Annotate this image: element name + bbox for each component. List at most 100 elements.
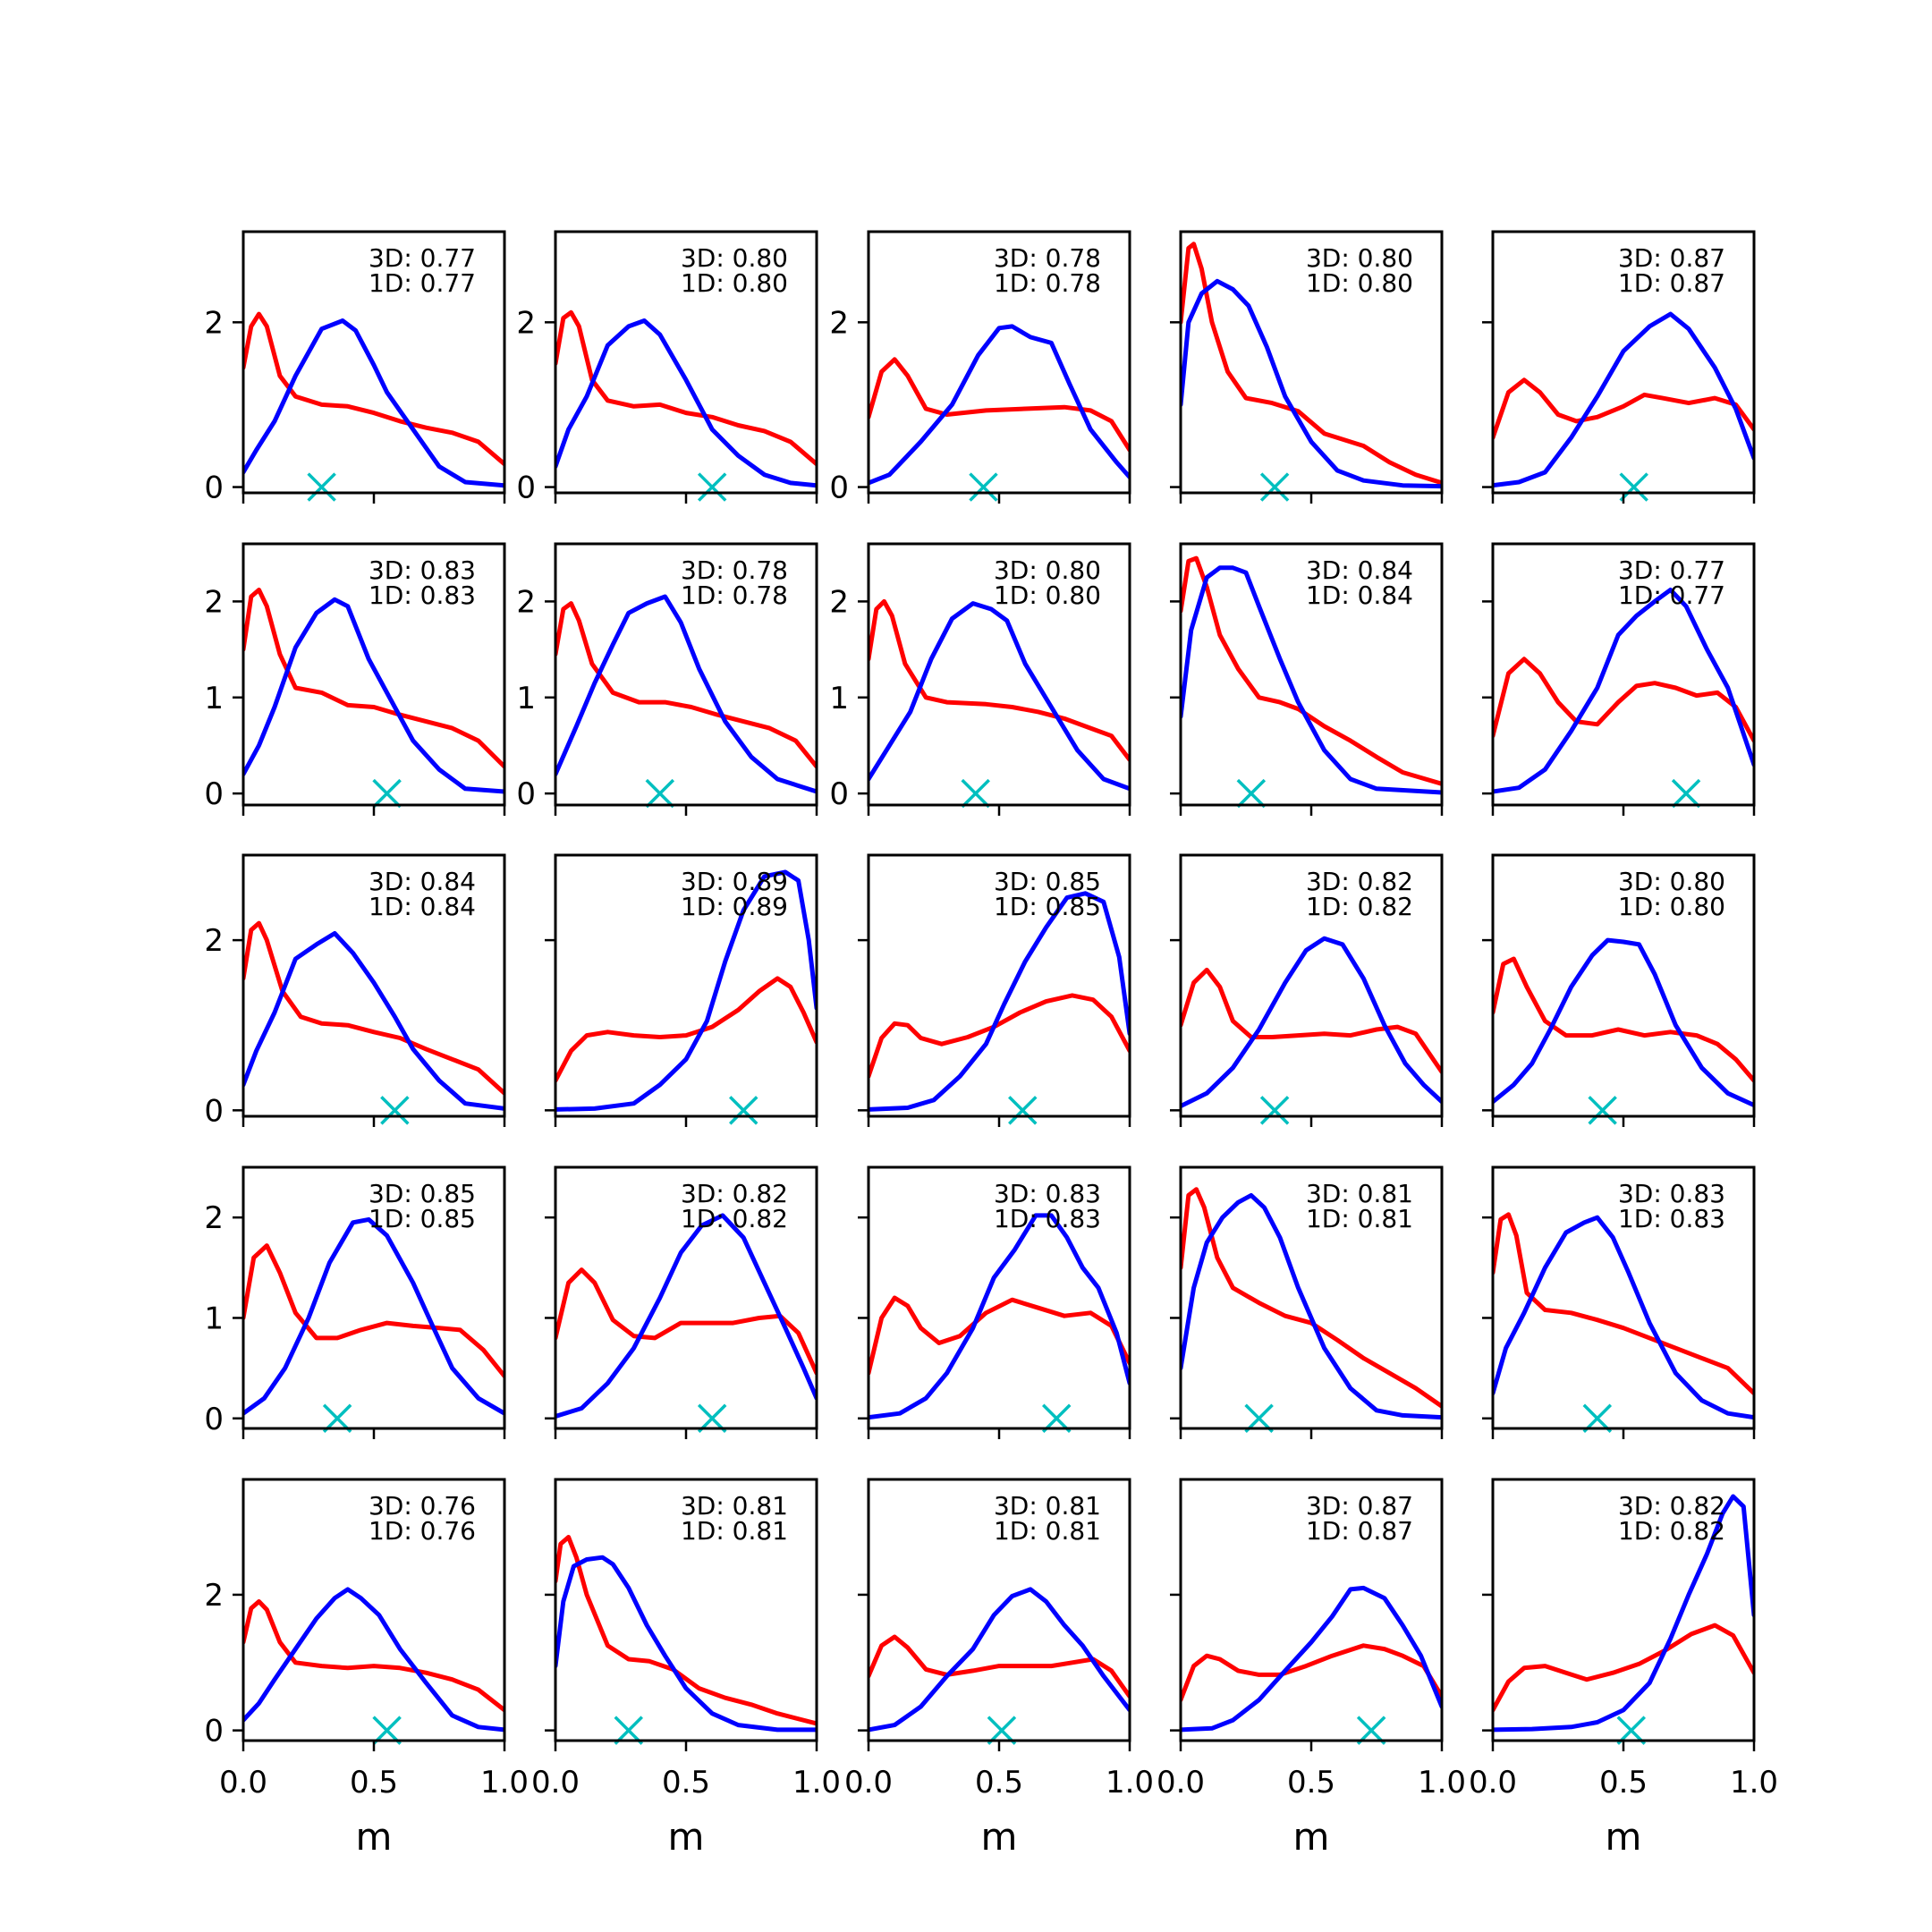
annotation-1d: 1D: 0.82: [1306, 892, 1413, 921]
y-tick-label: 0: [204, 470, 224, 506]
blue-series-line: [555, 1213, 817, 1419]
red-series-line: [1181, 242, 1442, 486]
x-tick-label: 0.5: [350, 1765, 398, 1801]
y-tick-label: 0: [516, 776, 536, 812]
blue-series-line: [869, 601, 1130, 792]
y-tick-label: 2: [204, 1200, 224, 1236]
x-tick-label: 0.5: [1287, 1765, 1335, 1801]
x-tick-label: 0.0: [531, 1765, 580, 1801]
plot-area: [1181, 555, 1442, 795]
x-marker: [1619, 472, 1648, 502]
x-tick-label: 1.0: [792, 1765, 841, 1801]
x-marker: [372, 778, 402, 809]
x-marker: [307, 472, 336, 502]
annotation-1d: 1D: 0.89: [681, 892, 788, 921]
plot-area: [555, 594, 817, 794]
annotation-3d: 3D: 0.80: [994, 555, 1101, 585]
red-series-line: [555, 1535, 817, 1726]
annotation-3d: 3D: 0.81: [994, 1491, 1101, 1521]
blue-series-line: [243, 318, 504, 488]
y-tick-label: 2: [204, 923, 224, 959]
red-series-line: [555, 601, 817, 769]
red-series-line: [1181, 1643, 1442, 1702]
annotation-3d: 3D: 0.83: [369, 555, 476, 585]
plot-area: [243, 1587, 504, 1733]
x-tick-label: 0.0: [1469, 1765, 1517, 1801]
annotation-1d: 1D: 0.76: [369, 1516, 476, 1546]
annotation-1d: 1D: 0.80: [1306, 268, 1413, 298]
x-axis-label: m: [356, 1815, 393, 1859]
x-marker: [1588, 1096, 1617, 1125]
blue-series-line: [1181, 565, 1442, 795]
blue-series-line: [243, 1216, 504, 1416]
red-series-line: [243, 311, 504, 467]
plot-area: [243, 588, 504, 794]
annotation-3d: 3D: 0.82: [1618, 1491, 1725, 1521]
blue-series-line: [1493, 311, 1754, 488]
blue-series-line: [555, 869, 817, 1112]
annotation-1d: 1D: 0.81: [994, 1516, 1101, 1546]
blue-series-line: [1493, 1215, 1754, 1420]
annotation-3d: 3D: 0.85: [994, 867, 1101, 896]
plot-area: [1493, 1494, 1754, 1733]
red-series-line: [869, 357, 1130, 453]
red-series-line: [1181, 555, 1442, 786]
annotation-1d: 1D: 0.82: [681, 1204, 788, 1233]
x-marker: [961, 778, 990, 809]
plot-area: [869, 891, 1130, 1112]
annotation-1d: 1D: 0.77: [369, 268, 476, 298]
plot-area: [1493, 311, 1754, 488]
annotation-1d: 1D: 0.84: [369, 892, 476, 921]
annotation-3d: 3D: 0.82: [681, 1179, 788, 1208]
blue-series-line: [243, 597, 504, 794]
x-tick-label: 1.0: [1106, 1765, 1154, 1801]
y-tick-label: 2: [204, 305, 224, 341]
x-tick-label: 1.0: [480, 1765, 529, 1801]
plot-area: [555, 309, 817, 488]
red-series-line: [555, 1267, 817, 1376]
x-tick-label: 0.5: [1599, 1765, 1648, 1801]
red-series-line: [243, 1599, 504, 1713]
plot-area: [1493, 588, 1754, 794]
annotation-3d: 3D: 0.78: [994, 243, 1101, 273]
blue-series-line: [555, 1555, 817, 1733]
blue-series-line: [1181, 936, 1442, 1109]
plot-area: [243, 311, 504, 488]
x-axis-label: m: [1293, 1815, 1330, 1859]
y-tick-label: 0: [204, 1714, 224, 1750]
plot-area: [869, 324, 1130, 486]
red-series-line: [1493, 1212, 1754, 1396]
annotation-3d: 3D: 0.83: [1618, 1179, 1725, 1208]
annotation-3d: 3D: 0.87: [1618, 243, 1725, 273]
annotation-1d: 1D: 0.85: [369, 1204, 476, 1233]
x-tick-label: 1.0: [1418, 1765, 1466, 1801]
x-marker: [645, 778, 675, 809]
x-axis-label: m: [1606, 1815, 1642, 1859]
x-tick-label: 0.0: [1157, 1765, 1205, 1801]
blue-series-line: [869, 1587, 1130, 1733]
y-tick-label: 0: [829, 470, 849, 506]
x-marker: [1671, 778, 1701, 809]
red-series-line: [243, 588, 504, 769]
annotation-1d: 1D: 0.83: [994, 1204, 1101, 1233]
annotation-3d: 3D: 0.81: [1306, 1179, 1413, 1208]
annotation-3d: 3D: 0.85: [369, 1179, 476, 1208]
